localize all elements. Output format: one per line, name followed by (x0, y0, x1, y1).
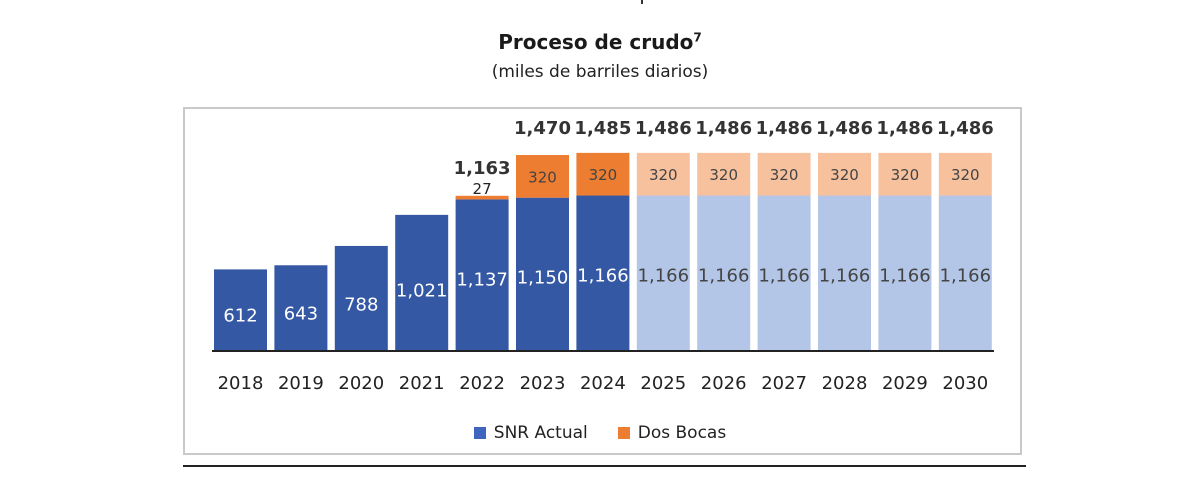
data-label-dos-bocas-2027: 320 (770, 166, 799, 184)
legend-swatch-dos-bocas (617, 427, 630, 439)
data-label-dos-bocas-2030: 320 (951, 166, 980, 184)
data-label-dos-bocas-2026: 320 (709, 166, 738, 184)
legend-item-dos-bocas: Dos Bocas (617, 423, 727, 443)
legend-label-dos-bocas: Dos Bocas (637, 423, 727, 443)
data-label-dos-bocas-2029: 320 (891, 166, 920, 184)
bar-snr-2020 (334, 245, 388, 351)
x-tick-2025: 2025 (640, 373, 686, 394)
total-label-2027: 1,486 (756, 118, 813, 139)
chart-title-text: Proceso de crudo (498, 30, 694, 54)
bar-dos-bocas-2023 (516, 155, 569, 198)
bar-dos-bocas-2030 (938, 152, 992, 196)
total-label-2028: 1,486 (816, 118, 873, 139)
bar-dos-bocas-2026 (697, 152, 751, 196)
bar-snr-2024 (576, 195, 630, 351)
data-label-snr-2021: 1,021 (396, 281, 448, 302)
chart-subtitle: (miles de barriles diarios) (491, 62, 709, 82)
data-label-snr-2018: 612 (223, 305, 257, 326)
total-label-2026: 1,486 (695, 118, 752, 139)
x-tick-2028: 2028 (822, 373, 868, 394)
data-label-snr-2023: 1,150 (517, 268, 569, 289)
chart-title: Proceso de crudo7 (0, 30, 1200, 54)
top-edge-mark (641, 0, 643, 4)
data-label-snr-2028: 1,166 (819, 266, 871, 287)
bar-dos-bocas-2024 (576, 152, 630, 196)
x-tick-2018: 2018 (218, 373, 264, 394)
data-label-snr-2030: 1,166 (940, 266, 992, 287)
x-tick-2019: 2019 (278, 373, 324, 394)
bar-snr-2021 (395, 214, 449, 351)
data-label-snr-2027: 1,166 (758, 266, 810, 287)
data-label-dos-bocas-2022: 27 (473, 180, 492, 198)
data-label-snr-2029: 1,166 (879, 266, 931, 287)
total-label-2029: 1,486 (876, 118, 933, 139)
data-label-snr-2025: 1,166 (638, 266, 690, 287)
bottom-rule (183, 465, 1026, 467)
bar-snr-2018 (214, 269, 267, 351)
x-tick-2021: 2021 (399, 373, 445, 394)
bar-snr-2023 (516, 197, 569, 351)
data-label-snr-2026: 1,166 (698, 266, 750, 287)
bar-snr-2026 (697, 195, 751, 351)
bar-dos-bocas-2022 (455, 195, 509, 200)
bar-snr-2019 (274, 265, 328, 351)
total-label-2024: 1,485 (574, 118, 631, 139)
x-tick-2027: 2027 (761, 373, 807, 394)
legend: SNR Actual Dos Bocas (0, 423, 1200, 443)
x-tick-2020: 2020 (338, 373, 384, 394)
x-tick-2029: 2029 (882, 373, 928, 394)
legend-swatch-snr (473, 427, 486, 439)
x-tick-2022: 2022 (459, 373, 505, 394)
legend-label-snr: SNR Actual (493, 423, 588, 443)
data-label-dos-bocas-2024: 320 (589, 166, 618, 184)
data-label-snr-2019: 643 (284, 303, 318, 324)
x-tick-2023: 2023 (520, 373, 566, 394)
chart-frame (183, 107, 1022, 455)
bar-dos-bocas-2029 (878, 152, 932, 196)
total-label-2023: 1,470 (514, 118, 571, 139)
bar-snr-2025 (636, 195, 690, 351)
data-label-snr-2024: 1,166 (577, 266, 629, 287)
legend-item-snr: SNR Actual (473, 423, 588, 443)
bar-dos-bocas-2025 (636, 152, 690, 196)
bar-dos-bocas-2027 (757, 152, 811, 196)
bar-snr-2022 (455, 199, 509, 351)
bar-snr-2028 (818, 195, 871, 351)
data-label-snr-2020: 788 (344, 295, 378, 316)
bar-dos-bocas-2028 (818, 152, 871, 196)
data-label-dos-bocas-2025: 320 (649, 166, 678, 184)
bar-snr-2029 (878, 195, 932, 351)
chart-title-footnote: 7 (693, 30, 702, 45)
x-tick-2030: 2030 (942, 373, 988, 394)
x-tick-2026: 2026 (701, 373, 747, 394)
bar-snr-2030 (938, 195, 992, 351)
data-label-snr-2022: 1,137 (456, 269, 508, 290)
bar-snr-2027 (757, 195, 811, 351)
total-label-2022: 1,163 (454, 158, 511, 179)
x-tick-2024: 2024 (580, 373, 626, 394)
total-label-2025: 1,486 (635, 118, 692, 139)
data-label-dos-bocas-2023: 320 (528, 168, 557, 186)
total-label-2030: 1,486 (937, 118, 994, 139)
data-label-dos-bocas-2028: 320 (830, 166, 859, 184)
